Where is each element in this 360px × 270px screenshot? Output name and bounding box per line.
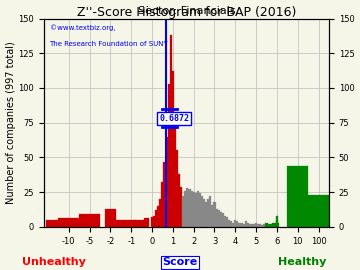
- Bar: [144, 218, 149, 227]
- Bar: [205, 202, 207, 227]
- Bar: [176, 150, 178, 227]
- Text: 0.6872: 0.6872: [159, 114, 189, 123]
- Bar: [163, 161, 166, 227]
- Bar: [155, 210, 157, 227]
- Bar: [105, 209, 116, 227]
- Text: Unhealthy: Unhealthy: [22, 257, 86, 267]
- Bar: [161, 183, 163, 227]
- Bar: [170, 35, 172, 227]
- Text: ©www.textbiz.org,: ©www.textbiz.org,: [50, 25, 115, 32]
- Bar: [234, 220, 237, 227]
- Bar: [139, 220, 144, 227]
- Bar: [209, 196, 211, 227]
- Bar: [157, 206, 159, 227]
- Text: Sector: Financials: Sector: Financials: [138, 6, 235, 16]
- Bar: [79, 214, 100, 227]
- Bar: [224, 216, 226, 227]
- Bar: [203, 199, 205, 227]
- Text: Healthy: Healthy: [278, 257, 327, 267]
- Bar: [274, 223, 276, 227]
- Bar: [153, 216, 155, 227]
- Bar: [243, 224, 245, 227]
- Bar: [287, 166, 308, 227]
- Bar: [166, 137, 168, 227]
- Bar: [213, 202, 216, 227]
- Bar: [249, 224, 251, 227]
- Bar: [217, 210, 220, 227]
- Bar: [201, 196, 203, 227]
- Bar: [186, 188, 189, 227]
- Bar: [255, 223, 257, 227]
- Text: Score: Score: [162, 257, 198, 267]
- Bar: [216, 209, 217, 227]
- Bar: [189, 189, 190, 227]
- Bar: [276, 216, 278, 227]
- Bar: [207, 199, 209, 227]
- Bar: [257, 224, 259, 227]
- Bar: [116, 220, 126, 227]
- Bar: [270, 224, 272, 227]
- Bar: [237, 221, 238, 227]
- Bar: [251, 224, 253, 227]
- Bar: [245, 221, 247, 227]
- Bar: [182, 196, 184, 227]
- Bar: [151, 217, 153, 227]
- Bar: [265, 223, 267, 227]
- Bar: [211, 205, 213, 227]
- Bar: [267, 224, 270, 227]
- Bar: [180, 187, 182, 227]
- Bar: [228, 220, 230, 227]
- Bar: [238, 223, 240, 227]
- Bar: [174, 119, 176, 227]
- Bar: [172, 71, 174, 227]
- Bar: [134, 220, 139, 227]
- Bar: [126, 220, 136, 227]
- Bar: [195, 194, 197, 227]
- Bar: [272, 223, 274, 227]
- Bar: [277, 223, 279, 227]
- Bar: [193, 192, 195, 227]
- Bar: [197, 191, 199, 227]
- Bar: [178, 174, 180, 227]
- Bar: [261, 225, 264, 227]
- Bar: [308, 195, 329, 227]
- Bar: [232, 223, 234, 227]
- Bar: [184, 191, 186, 227]
- Bar: [264, 224, 265, 227]
- Bar: [247, 223, 249, 227]
- Bar: [58, 218, 79, 227]
- Bar: [226, 217, 228, 227]
- Bar: [190, 191, 193, 227]
- Bar: [240, 223, 243, 227]
- Bar: [159, 199, 161, 227]
- Bar: [222, 213, 224, 227]
- Title: Z''-Score Histogram for BAP (2016): Z''-Score Histogram for BAP (2016): [77, 6, 296, 19]
- Bar: [168, 84, 170, 227]
- Bar: [230, 221, 232, 227]
- Bar: [46, 220, 67, 227]
- Bar: [253, 224, 255, 227]
- Bar: [220, 212, 222, 227]
- Bar: [259, 224, 261, 227]
- Bar: [199, 194, 201, 227]
- Y-axis label: Number of companies (997 total): Number of companies (997 total): [5, 41, 15, 204]
- Text: The Research Foundation of SUNY: The Research Foundation of SUNY: [50, 42, 168, 48]
- Bar: [276, 220, 279, 227]
